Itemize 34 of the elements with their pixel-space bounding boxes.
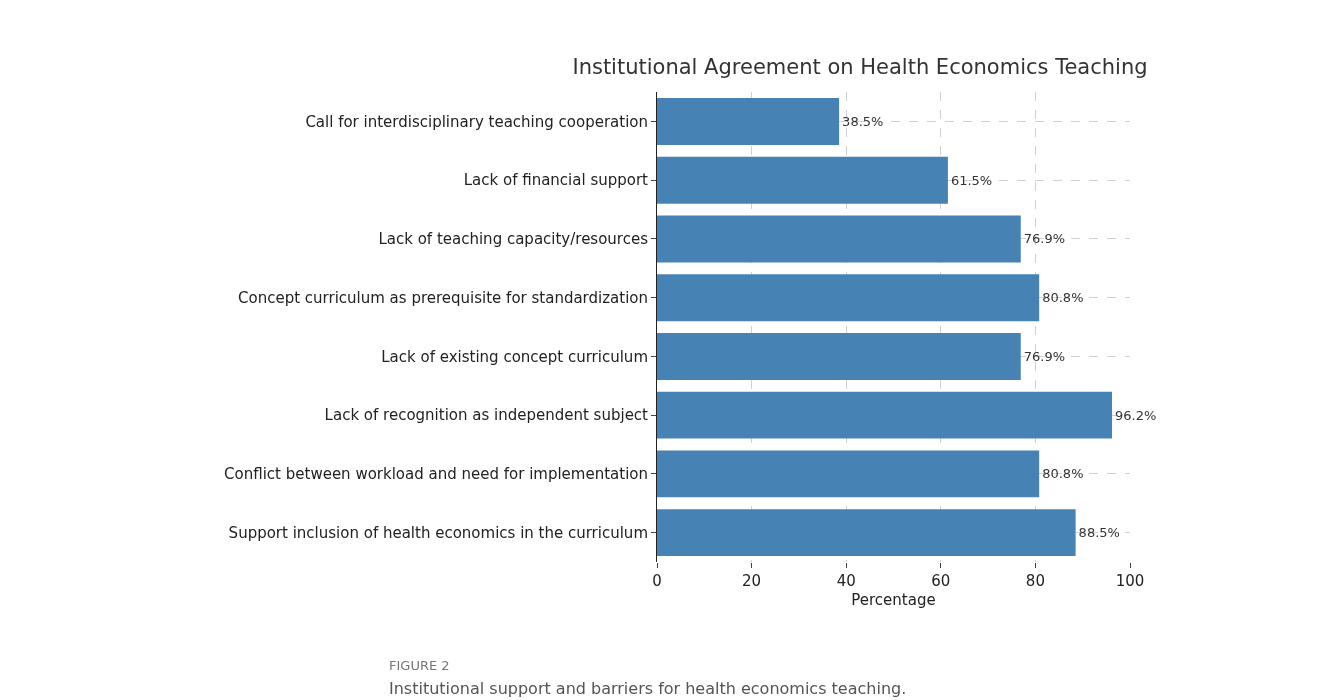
bar	[657, 97, 840, 145]
bar	[657, 215, 1021, 263]
chart-title: Institutional Agreement on Health Economics Teaching	[572, 55, 1148, 80]
x-tick-label: 40	[836, 572, 856, 590]
data-label: 38.5%	[842, 113, 884, 129]
data-label: 80.8%	[1042, 290, 1084, 306]
y-tick-label: Call for interdisciplinary teaching cooperation	[305, 112, 648, 131]
y-tick-label: Lack of existing concept curriculum	[381, 347, 648, 366]
caption: FIGURE 2	[389, 658, 450, 673]
data-label: 76.9%	[1023, 231, 1066, 247]
bar	[657, 332, 1021, 380]
x-tick-label: 80	[1025, 572, 1045, 590]
data-label: 96.2%	[1115, 407, 1157, 423]
bar	[657, 274, 1040, 322]
data-label: 61.5%	[950, 172, 993, 188]
bar	[657, 156, 948, 204]
y-tick-label: Lack of teaching capacity/resources	[378, 230, 649, 249]
y-tick-label: Lack of financial support	[463, 171, 649, 190]
text: Institutional support and barriers for health economics teaching.	[389, 679, 907, 698]
bar	[657, 509, 1076, 557]
x-tick-label: 0	[652, 572, 662, 590]
x-tick-label: 20	[742, 572, 762, 590]
bar	[657, 391, 1113, 439]
data-label: 80.8%	[1042, 466, 1084, 482]
x-tick-label: 60	[931, 572, 951, 590]
data-label: 76.9%	[1023, 348, 1066, 364]
bar	[657, 450, 1040, 498]
y-tick-label: Support inclusion of health economics in the curriculum	[228, 523, 648, 542]
x-axis-title: Percentage	[851, 591, 936, 609]
data-label: 88.5%	[1078, 525, 1120, 541]
x-tick-label: 100	[1115, 572, 1145, 590]
y-tick-label: Lack of recognition as independent subject	[324, 406, 649, 425]
y-tick-label: Conflict between workload and need for implementation	[224, 465, 648, 484]
y-tick-label: Concept curriculum as prerequisite for standardization	[238, 288, 648, 307]
